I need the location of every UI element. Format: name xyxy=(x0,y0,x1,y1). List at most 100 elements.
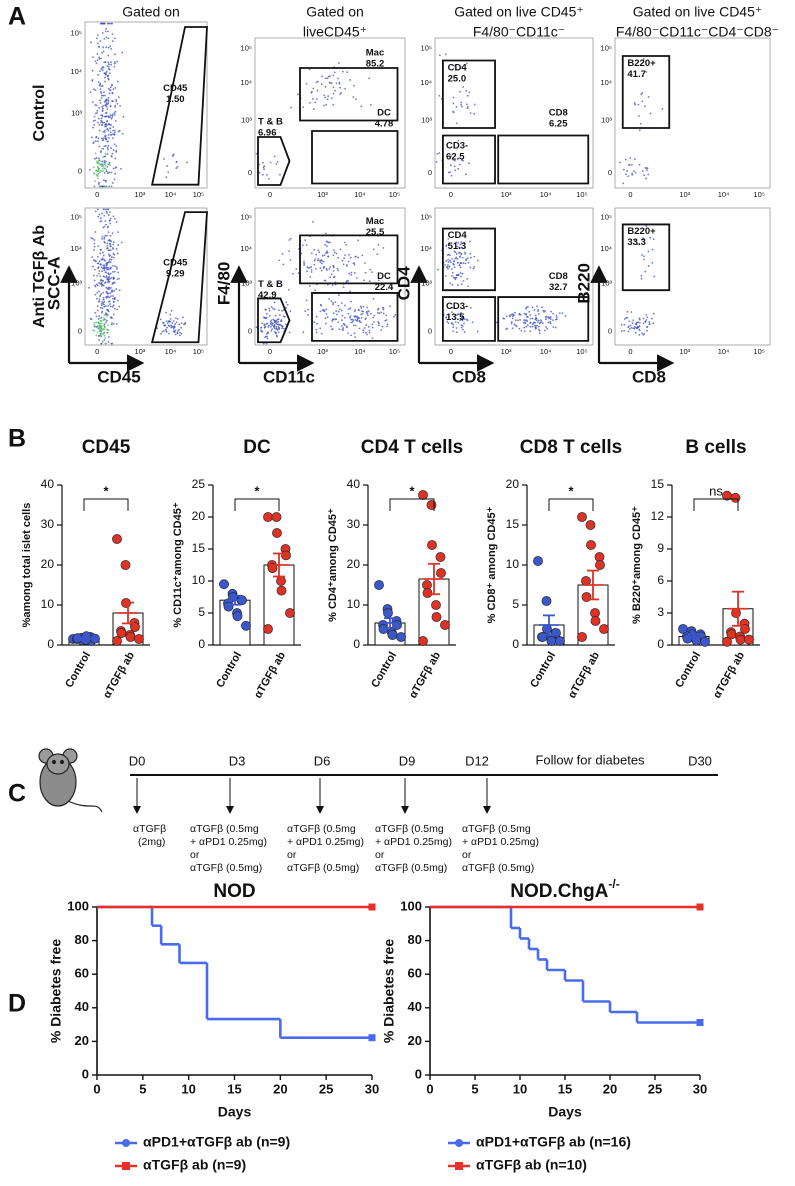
gate-name: CD4 xyxy=(448,63,468,74)
data-point xyxy=(387,630,398,640)
event-dot xyxy=(165,311,168,314)
event-dot xyxy=(102,185,104,188)
event-dot xyxy=(108,296,111,299)
gate-value: 6.25 xyxy=(549,119,568,130)
event-dot xyxy=(378,324,380,327)
event-dot xyxy=(514,319,517,322)
gate-name: T & B xyxy=(258,117,283,128)
event-dot xyxy=(466,257,469,260)
event-dot xyxy=(447,322,450,324)
event-dot xyxy=(305,244,308,247)
event-dot xyxy=(115,268,118,270)
event-dot xyxy=(99,40,102,42)
event-dot xyxy=(104,318,107,321)
x-tick-label: 25 xyxy=(319,1081,333,1096)
event-dot xyxy=(459,243,462,246)
event-dot xyxy=(362,331,365,334)
event-dot xyxy=(107,46,110,49)
event-dot xyxy=(360,307,363,309)
event-dot xyxy=(111,317,113,320)
flow-y-tick: 10³ xyxy=(241,278,252,287)
end-marker xyxy=(696,903,704,911)
event-dot xyxy=(277,331,280,334)
event-dot xyxy=(476,330,479,333)
event-dot xyxy=(101,167,104,170)
event-dot xyxy=(463,322,465,325)
event-dot xyxy=(455,68,458,71)
event-dot xyxy=(465,173,467,176)
event-dot xyxy=(102,226,105,229)
event-dot xyxy=(466,105,469,108)
event-dot xyxy=(281,309,283,312)
data-point xyxy=(577,512,587,522)
data-point xyxy=(735,634,746,645)
event-dot xyxy=(95,37,98,40)
data-point xyxy=(431,612,442,622)
event-dot xyxy=(290,106,293,109)
event-dot xyxy=(91,101,94,104)
event-dot xyxy=(529,325,532,328)
event-dot xyxy=(449,164,452,167)
event-dot xyxy=(376,253,379,256)
event-dot xyxy=(99,295,101,298)
event-dot xyxy=(106,170,108,173)
event-dot xyxy=(328,241,331,244)
event-dot xyxy=(98,213,101,216)
event-dot xyxy=(104,271,107,274)
event-dot xyxy=(451,311,453,313)
event-dot xyxy=(98,181,100,184)
event-dot xyxy=(175,161,178,163)
event-dot xyxy=(114,296,116,299)
event-dot xyxy=(453,65,456,67)
event-dot xyxy=(262,161,264,164)
event-dot xyxy=(93,158,96,160)
event-dot xyxy=(104,185,106,188)
event-dot xyxy=(564,315,567,317)
event-dot xyxy=(104,220,107,223)
data-point xyxy=(232,611,243,622)
event-dot xyxy=(113,112,116,114)
event-dot xyxy=(91,237,94,240)
event-dot xyxy=(552,319,554,322)
event-dot xyxy=(508,314,511,317)
event-dot xyxy=(270,305,273,308)
event-dot xyxy=(278,327,281,330)
chart-title: DC xyxy=(243,437,271,458)
event-dot xyxy=(463,331,466,333)
event-dot xyxy=(111,83,113,86)
event-dot xyxy=(536,305,539,308)
event-dot xyxy=(115,266,118,269)
event-dot xyxy=(503,317,506,320)
event-dot xyxy=(345,243,348,246)
event-dot xyxy=(268,307,271,310)
event-dot xyxy=(315,253,318,256)
event-dot xyxy=(102,254,105,257)
event-dot xyxy=(297,272,300,275)
event-dot xyxy=(534,321,536,324)
event-dot xyxy=(170,324,172,327)
gate-header: F4/80⁻CD11c⁻CD4⁻CD8⁻ xyxy=(616,24,779,40)
event-dot xyxy=(313,249,316,251)
event-dot xyxy=(358,327,361,330)
gate-name: CD8 xyxy=(549,108,568,119)
event-dot xyxy=(332,103,335,106)
event-dot xyxy=(95,315,98,318)
event-dot xyxy=(377,320,379,323)
event-dot xyxy=(180,326,183,329)
event-dot xyxy=(118,277,120,280)
flow-x-tick: 0 xyxy=(449,347,453,356)
event-dot xyxy=(631,173,634,176)
event-dot xyxy=(102,169,105,172)
event-dot xyxy=(265,332,268,335)
event-dot xyxy=(628,320,631,323)
event-dot xyxy=(547,315,549,318)
event-dot xyxy=(111,92,114,95)
event-dot xyxy=(112,301,115,304)
event-dot xyxy=(450,261,452,264)
flow-x-tick: 10⁴ xyxy=(718,347,730,356)
event-dot xyxy=(336,313,338,316)
x-tick-label: Control xyxy=(528,650,558,690)
data-point xyxy=(422,588,433,598)
event-dot xyxy=(105,70,108,73)
y-tick-label: 40 xyxy=(347,477,361,491)
